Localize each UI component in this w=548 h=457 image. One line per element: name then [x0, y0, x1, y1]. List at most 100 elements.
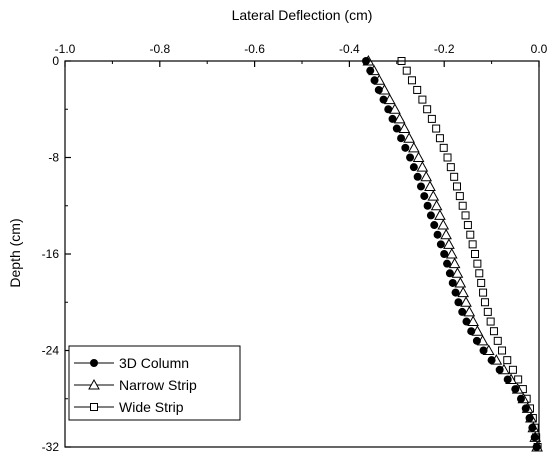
data-point: [423, 201, 432, 210]
data-point: [451, 288, 460, 297]
data-point: [467, 315, 479, 327]
data-point: [412, 151, 425, 162]
legend-label: 3D Column: [119, 355, 189, 371]
y-axis-title: Depth (cm): [7, 218, 23, 287]
data-point: [423, 105, 432, 114]
data-point: [384, 105, 393, 114]
data-point: [393, 112, 406, 124]
data-point: [483, 307, 492, 316]
data-point: [479, 346, 488, 355]
data-point: [487, 356, 496, 365]
legend-label: Narrow Strip: [119, 377, 197, 393]
data-point: [443, 259, 452, 268]
data-point: [458, 201, 467, 210]
data-point: [516, 394, 525, 403]
data-point: [443, 153, 452, 162]
data-point: [503, 356, 512, 365]
data-point: [439, 143, 448, 152]
data-point: [366, 66, 375, 75]
legend-box: [68, 345, 241, 421]
data-point: [467, 327, 476, 336]
data-point: [451, 267, 464, 278]
data-point: [427, 190, 440, 201]
data-point: [430, 199, 443, 211]
data-point: [420, 192, 429, 201]
data-point: [407, 76, 416, 85]
data-point: [374, 85, 383, 94]
data-point: [440, 228, 452, 240]
data-point: [445, 269, 454, 278]
data-point: [446, 163, 455, 172]
data-point: [480, 298, 489, 307]
data-point: [437, 219, 450, 230]
data-point: [418, 95, 427, 104]
data-point: [508, 365, 517, 374]
data-point: [397, 134, 406, 143]
data-point: [466, 230, 475, 239]
data-point: [498, 346, 507, 355]
data-point: [479, 288, 488, 297]
data-point: [475, 269, 484, 278]
data-point: [448, 278, 457, 287]
data-point: [472, 336, 481, 345]
x-tick-label: 0.0: [531, 42, 548, 56]
data-point: [416, 161, 429, 172]
data-point: [450, 172, 459, 181]
series-layer: [361, 54, 543, 452]
data-point: [426, 211, 435, 220]
data-point: [406, 153, 415, 162]
data-point: [511, 385, 520, 394]
data-point: [432, 124, 441, 133]
data-point: [436, 240, 445, 249]
y-tick-label: -32: [42, 440, 60, 454]
legend-marker: [88, 378, 100, 390]
x-tick-label: -1.0: [55, 42, 76, 56]
data-point: [413, 172, 422, 181]
data-point: [477, 278, 486, 287]
data-point: [388, 114, 397, 123]
data-point: [452, 182, 461, 191]
series-3d-column: [361, 57, 541, 451]
data-point: [454, 298, 463, 307]
legend-marker: [90, 359, 98, 367]
data-point: [525, 414, 534, 423]
x-tick-label: -0.8: [149, 42, 170, 56]
data-point: [530, 433, 539, 442]
data-point: [401, 143, 410, 152]
data-point: [455, 192, 464, 201]
data-point: [416, 182, 425, 191]
plot-frame: [64, 60, 540, 448]
data-point: [521, 404, 530, 413]
data-point: [493, 336, 502, 345]
data-point: [427, 114, 436, 123]
data-point: [489, 327, 498, 336]
data-point: [433, 230, 442, 239]
data-point: [398, 122, 411, 134]
y-tick-label: -24: [42, 344, 60, 358]
data-point: [486, 317, 495, 326]
data-point: [473, 259, 482, 268]
data-point: [448, 257, 461, 269]
data-point: [389, 103, 401, 114]
y-tick-group: 0 -8 -16 -24 -32: [42, 54, 71, 454]
data-point: [514, 375, 523, 384]
data-point: [445, 247, 458, 259]
data-point: [440, 250, 449, 258]
legend: 3D Column Narrow Strip Wide Strip: [68, 345, 241, 421]
y-tick-label: -8: [48, 151, 59, 165]
data-point: [503, 375, 512, 384]
x-tick-group: -1.0 -0.8 -0.6 -0.4 -0.2 0.0: [55, 42, 548, 67]
data-point: [430, 221, 439, 230]
legend-marker: [90, 403, 98, 411]
data-point: [403, 132, 415, 143]
data-point: [461, 211, 470, 220]
legend-label: Wide Strip: [119, 399, 184, 415]
data-point: [468, 240, 477, 249]
data-point: [528, 423, 537, 432]
data-point: [402, 66, 411, 75]
x-tick-label: -0.6: [244, 42, 265, 56]
data-point: [457, 286, 470, 298]
x-tick-label: -0.2: [434, 42, 455, 56]
data-point: [370, 76, 379, 85]
